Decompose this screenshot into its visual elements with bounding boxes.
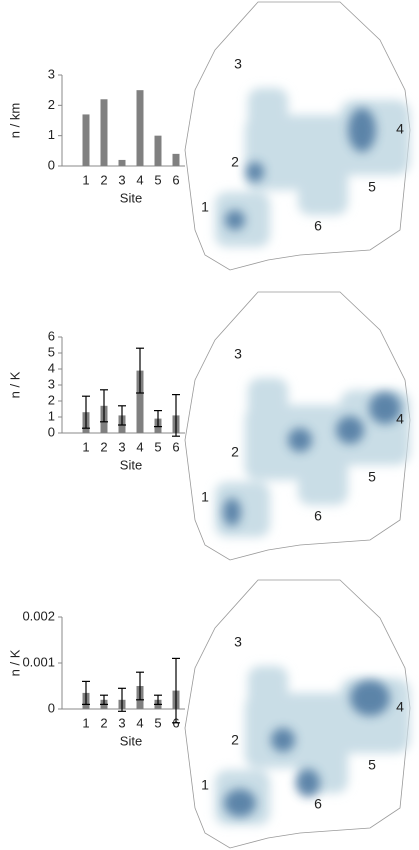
x-tick-label: 1 — [82, 715, 89, 730]
bar — [82, 114, 90, 166]
x-tick-label: 6 — [172, 439, 179, 454]
y-axis-label: n / K — [7, 371, 22, 398]
site-label: 5 — [368, 469, 376, 485]
map-1 — [185, 2, 410, 270]
map-3 — [185, 580, 410, 848]
site-label: 1 — [201, 199, 209, 215]
y-tick-label: 0 — [48, 424, 55, 439]
x-tick-label: 5 — [154, 172, 161, 187]
site-label: 6 — [314, 218, 322, 234]
x-tick-label: 4 — [136, 172, 143, 187]
error-bar — [82, 395, 90, 429]
site-label: 3 — [234, 346, 242, 362]
error-bar — [118, 405, 126, 426]
site-label: 4 — [396, 411, 404, 427]
y-tick-label: 0 — [48, 157, 55, 172]
x-axis-label: Site — [120, 733, 142, 748]
bar — [118, 159, 126, 166]
x-tick-label: 4 — [136, 439, 143, 454]
error-bar — [172, 657, 180, 724]
x-tick-label: 2 — [100, 172, 107, 187]
error-bar — [118, 687, 126, 712]
error-bar — [100, 694, 108, 706]
x-tick-label: 1 — [82, 172, 89, 187]
x-axis-label: Site — [120, 190, 142, 205]
site-label: 2 — [231, 732, 239, 748]
site-label: 3 — [234, 634, 242, 650]
bar — [100, 99, 108, 166]
x-tick-label: 6 — [172, 172, 179, 187]
x-tick-label: 5 — [154, 715, 161, 730]
error-bar — [100, 389, 108, 423]
y-axis-label: n / K — [7, 649, 22, 676]
error-bar — [172, 394, 180, 437]
y-tick-label: 3 — [48, 66, 55, 81]
y-tick-label: 1 — [48, 408, 55, 423]
x-axis-label: Site — [120, 457, 142, 472]
bar — [154, 135, 162, 166]
x-tick-label: 3 — [118, 439, 125, 454]
y-tick-label: 4 — [48, 360, 55, 375]
x-tick-label: 3 — [118, 715, 125, 730]
bar — [136, 90, 144, 166]
y-tick-label: 0.002 — [22, 608, 55, 623]
y-tick-label: 3 — [48, 376, 55, 391]
x-tick-label: 3 — [118, 172, 125, 187]
y-axis-label: n / km — [7, 103, 22, 138]
site-label: 2 — [231, 444, 239, 460]
error-bar — [154, 694, 162, 706]
error-bar — [154, 410, 162, 428]
y-tick-label: 0.001 — [22, 654, 55, 669]
x-tick-label: 2 — [100, 715, 107, 730]
site-label: 5 — [368, 179, 376, 195]
bar — [172, 153, 180, 166]
error-bar — [136, 671, 144, 701]
y-tick-label: 5 — [48, 344, 55, 359]
y-tick-label: 0 — [48, 700, 55, 715]
site-label: 5 — [368, 757, 376, 773]
y-tick-label: 2 — [48, 392, 55, 407]
x-tick-label: 1 — [82, 439, 89, 454]
site-label: 1 — [201, 489, 209, 505]
y-tick-label: 1 — [48, 127, 55, 142]
map-2 — [185, 292, 410, 560]
error-bar — [82, 680, 90, 706]
y-tick-label: 2 — [48, 97, 55, 112]
site-label: 2 — [231, 154, 239, 170]
x-tick-label: 2 — [100, 439, 107, 454]
y-tick-label: 6 — [48, 328, 55, 343]
site-label: 1 — [201, 777, 209, 793]
site-label: 6 — [314, 508, 322, 524]
site-label: 6 — [314, 796, 322, 812]
site-label: 4 — [396, 121, 404, 137]
bar — [136, 370, 144, 433]
site-label: 4 — [396, 699, 404, 715]
x-tick-label: 5 — [154, 439, 161, 454]
x-tick-label: 4 — [136, 715, 143, 730]
site-label: 3 — [234, 56, 242, 72]
error-bar — [136, 347, 144, 394]
